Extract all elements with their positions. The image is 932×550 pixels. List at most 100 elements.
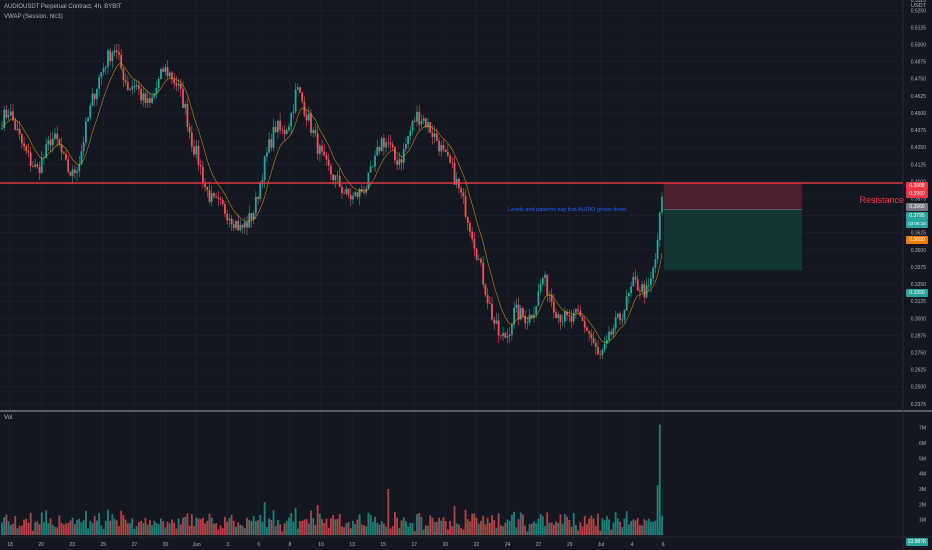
candle-body	[104, 66, 107, 69]
volume-bar	[440, 520, 443, 535]
price-tick-label: 0.4125	[911, 162, 927, 168]
target-price-tag: 0.3350	[906, 289, 928, 297]
candle-body	[396, 160, 399, 165]
candle-body	[471, 231, 474, 239]
candle-body	[442, 145, 445, 150]
candle-body	[641, 284, 644, 292]
candle-body	[400, 159, 403, 163]
price-tick-label: 0.2750	[911, 351, 927, 357]
price-tick-label: 0.3125	[911, 299, 927, 305]
volume-pane-title[interactable]: Vol	[4, 415, 13, 421]
volume-bar	[171, 519, 173, 535]
volume-bar	[581, 526, 584, 535]
candle-body	[338, 175, 341, 187]
candle-body	[581, 316, 584, 321]
volume-bar	[442, 517, 445, 535]
volume-bar	[332, 515, 335, 535]
currency-label: USDT	[911, 3, 926, 9]
volume-bar	[555, 521, 557, 535]
candle-body	[137, 85, 140, 90]
volume-bar	[224, 516, 226, 535]
candle-body	[155, 88, 158, 94]
volume-bar	[645, 520, 648, 535]
volume-axis[interactable]: 7M 6M 5M 4M 3M 2M 1M	[919, 426, 926, 524]
candle-body	[586, 327, 588, 331]
time-tick-label: 10	[318, 542, 324, 548]
price-tick-label: 0.3250	[911, 282, 927, 288]
candle-body	[133, 86, 136, 88]
candle-body	[522, 308, 524, 316]
volume-bar	[544, 526, 546, 535]
price-tick-label: 0.5000	[911, 42, 927, 48]
volume-bar	[133, 528, 136, 535]
candle-body	[272, 126, 275, 148]
candle-body	[201, 166, 204, 184]
candle-body	[495, 320, 498, 324]
position-zones	[664, 183, 802, 271]
vwap-indicator-label[interactable]: VWAP (Session, hlc3)	[4, 14, 63, 20]
volume-bar	[230, 514, 233, 535]
volume-bar	[20, 525, 23, 535]
candle-body	[349, 195, 352, 200]
volume-bar	[561, 523, 564, 535]
candle-body	[305, 115, 308, 121]
time-tick-label: 3	[226, 542, 229, 548]
candle-body	[96, 88, 98, 100]
volume-bar	[471, 513, 474, 535]
candle-body	[87, 117, 89, 122]
volume-bar	[259, 515, 262, 535]
volume-bar	[71, 517, 74, 535]
candle-body	[650, 278, 652, 286]
candle-body	[168, 72, 171, 77]
candle-body	[34, 164, 37, 167]
volume-bar	[533, 521, 535, 535]
current-price-tag: 0.3795	[906, 212, 928, 220]
volume-bar	[508, 520, 511, 535]
volume-bar	[577, 530, 580, 535]
volume-bar	[274, 526, 277, 535]
price-tick-label: 0.2625	[911, 368, 927, 374]
candle-body	[56, 133, 59, 140]
candle-body	[603, 343, 606, 350]
time-axis[interactable]: 18 20 23 25 27 30 Jun 3 6 8 10 13 15 17 20 22 24 27 29 Jul 4…	[7, 542, 664, 548]
volume-bar	[296, 528, 299, 535]
candle-body	[358, 189, 361, 198]
volume-bar	[36, 521, 39, 535]
volume-bar	[632, 519, 635, 535]
volume-bar	[197, 518, 200, 535]
candle-body	[444, 149, 447, 153]
candle-body	[632, 276, 635, 287]
volume-bar	[431, 517, 434, 535]
candle-body	[645, 285, 648, 298]
candle-body	[122, 68, 125, 81]
candle-body	[462, 192, 465, 197]
time-tick-label: 27	[132, 542, 138, 548]
volume-bar	[601, 518, 604, 535]
candle-body	[411, 120, 414, 131]
volume-bar	[89, 520, 92, 535]
volume-bar	[107, 509, 109, 535]
volume-bar	[193, 526, 195, 535]
volume-bar	[378, 524, 381, 535]
volume-bar	[658, 424, 661, 535]
volume-bar	[358, 514, 361, 535]
volume-bar	[160, 518, 162, 535]
candle-body	[294, 89, 297, 112]
candle-body	[115, 50, 118, 53]
volume-bar	[321, 518, 323, 535]
volume-bar	[524, 525, 527, 535]
volume-bar	[329, 518, 332, 535]
volume-bar	[345, 523, 348, 535]
candle-body	[334, 175, 337, 181]
time-tick-label: 17	[412, 542, 418, 548]
volume-bar	[201, 517, 204, 535]
candle-body	[188, 126, 191, 133]
candle-body	[510, 324, 513, 335]
candle-body	[336, 175, 339, 177]
candle-body	[420, 120, 423, 125]
volume-bar	[215, 523, 218, 535]
candle-body	[382, 138, 385, 148]
candle-body	[530, 314, 533, 318]
